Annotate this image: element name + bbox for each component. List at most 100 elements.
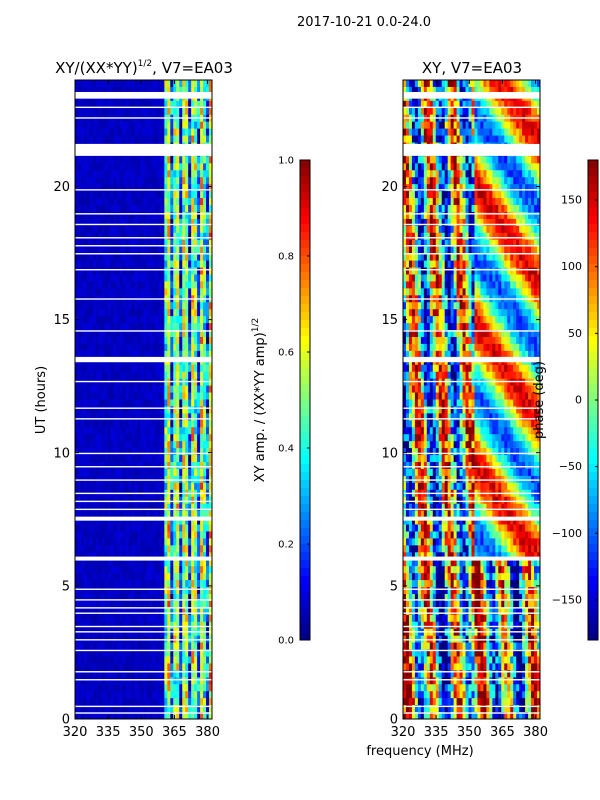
- heatmap-cell: [125, 441, 130, 449]
- heatmap-cell: [75, 712, 79, 720]
- heatmap-cell: [140, 545, 144, 553]
- heatmap-cell: [86, 128, 91, 136]
- heatmap-cell: [95, 253, 100, 261]
- heatmap-cell: [161, 587, 165, 595]
- heatmap-cell: [206, 211, 210, 220]
- x-tick-label: 335: [96, 725, 121, 740]
- heatmap-cell: [146, 573, 150, 581]
- heatmap-cell: [113, 705, 118, 713]
- heatmap-cell: [182, 691, 186, 699]
- heatmap-cell: [104, 211, 109, 220]
- heatmap-cell: [110, 434, 115, 442]
- heatmap-cell: [92, 621, 97, 630]
- heatmap-cell: [140, 86, 144, 95]
- heatmap-cell: [182, 406, 186, 414]
- heatmap-cell: [125, 517, 130, 525]
- heatmap-cell: [110, 670, 115, 678]
- heatmap-cell: [209, 378, 213, 387]
- flag-gap-line: [75, 612, 212, 614]
- heatmap-cell: [77, 232, 82, 241]
- heatmap-cell: [101, 614, 106, 623]
- heatmap-cell: [116, 267, 121, 275]
- heatmap-cell: [128, 621, 132, 630]
- heatmap-cell: [104, 705, 109, 713]
- heatmap-cell: [209, 593, 213, 602]
- heatmap-cell: [435, 80, 440, 88]
- heatmap-cell: [119, 468, 124, 477]
- heatmap-cell: [191, 670, 195, 678]
- heatmap-cell: [170, 455, 174, 463]
- heatmap-cell: [134, 468, 138, 477]
- heatmap-cell: [188, 128, 192, 136]
- heatmap-cell: [149, 580, 153, 588]
- heatmap-cell: [80, 441, 85, 449]
- heatmap-cell: [462, 107, 466, 116]
- heatmap-cell: [75, 441, 79, 449]
- heatmap-cell: [489, 128, 493, 136]
- heatmap-cell: [179, 163, 183, 171]
- heatmap-cell: [146, 705, 150, 713]
- heatmap-cell: [75, 239, 79, 248]
- heatmap-cell: [122, 330, 127, 338]
- heatmap-cell: [161, 177, 165, 185]
- heatmap-cell: [125, 663, 130, 671]
- heatmap-cell: [77, 191, 82, 199]
- heatmap-cell: [110, 607, 115, 616]
- heatmap-cell: [176, 371, 180, 380]
- heatmap-cell: [149, 566, 153, 574]
- flag-gap-line: [75, 298, 212, 300]
- heatmap-cell: [140, 239, 144, 248]
- heatmap-cell: [86, 559, 91, 567]
- heatmap-cell: [173, 503, 177, 512]
- heatmap-cell: [194, 503, 198, 512]
- heatmap-cell: [185, 670, 189, 678]
- heatmap-cell: [161, 455, 165, 463]
- heatmap-cell: [116, 309, 121, 317]
- heatmap-cell: [200, 135, 204, 143]
- heatmap-cell: [492, 156, 496, 164]
- heatmap-cell: [119, 684, 124, 692]
- heatmap-cell: [75, 184, 79, 192]
- heatmap-cell: [179, 281, 183, 289]
- colorbar-tick-label: 0.0: [278, 636, 294, 647]
- heatmap-cell: [140, 677, 144, 685]
- heatmap-cell: [522, 128, 526, 136]
- heatmap-cell: [176, 274, 180, 282]
- heatmap-cell: [173, 371, 177, 380]
- heatmap-cell: [176, 232, 180, 241]
- heatmap-cell: [197, 434, 201, 442]
- heatmap-cell: [95, 364, 100, 373]
- heatmap-cell: [131, 607, 135, 616]
- heatmap-cell: [86, 420, 91, 428]
- heatmap-cell: [77, 177, 82, 185]
- heatmap-cell: [200, 580, 204, 588]
- heatmap-cell: [113, 239, 118, 248]
- heatmap-cell: [188, 587, 192, 595]
- heatmap-cell: [531, 80, 535, 88]
- heatmap-cell: [209, 524, 213, 532]
- heatmap-cell: [119, 260, 124, 268]
- heatmap-cell: [200, 413, 204, 421]
- heatmap-cell: [161, 302, 165, 310]
- heatmap-cell: [206, 364, 210, 373]
- heatmap-cell: [522, 163, 526, 171]
- heatmap-cell: [182, 427, 186, 435]
- heatmap-cell: [80, 663, 85, 671]
- heatmap-cell: [158, 267, 162, 275]
- heatmap-cell: [200, 336, 204, 345]
- heatmap-cell: [122, 378, 127, 387]
- heatmap-cell: [95, 100, 100, 109]
- heatmap-cell: [182, 600, 186, 609]
- heatmap-cell: [75, 496, 79, 505]
- colorbar-segment: [300, 376, 310, 385]
- colorbar-segment: [300, 328, 310, 337]
- heatmap-cell: [176, 573, 180, 581]
- heatmap-cell: [194, 593, 198, 602]
- heatmap-cell: [206, 503, 210, 512]
- heatmap-cell: [206, 288, 210, 296]
- heatmap-cell: [83, 573, 88, 581]
- heatmap-cell: [89, 649, 94, 657]
- heatmap-cell: [75, 663, 79, 671]
- heatmap-cell: [119, 413, 124, 421]
- heatmap-cell: [468, 156, 472, 164]
